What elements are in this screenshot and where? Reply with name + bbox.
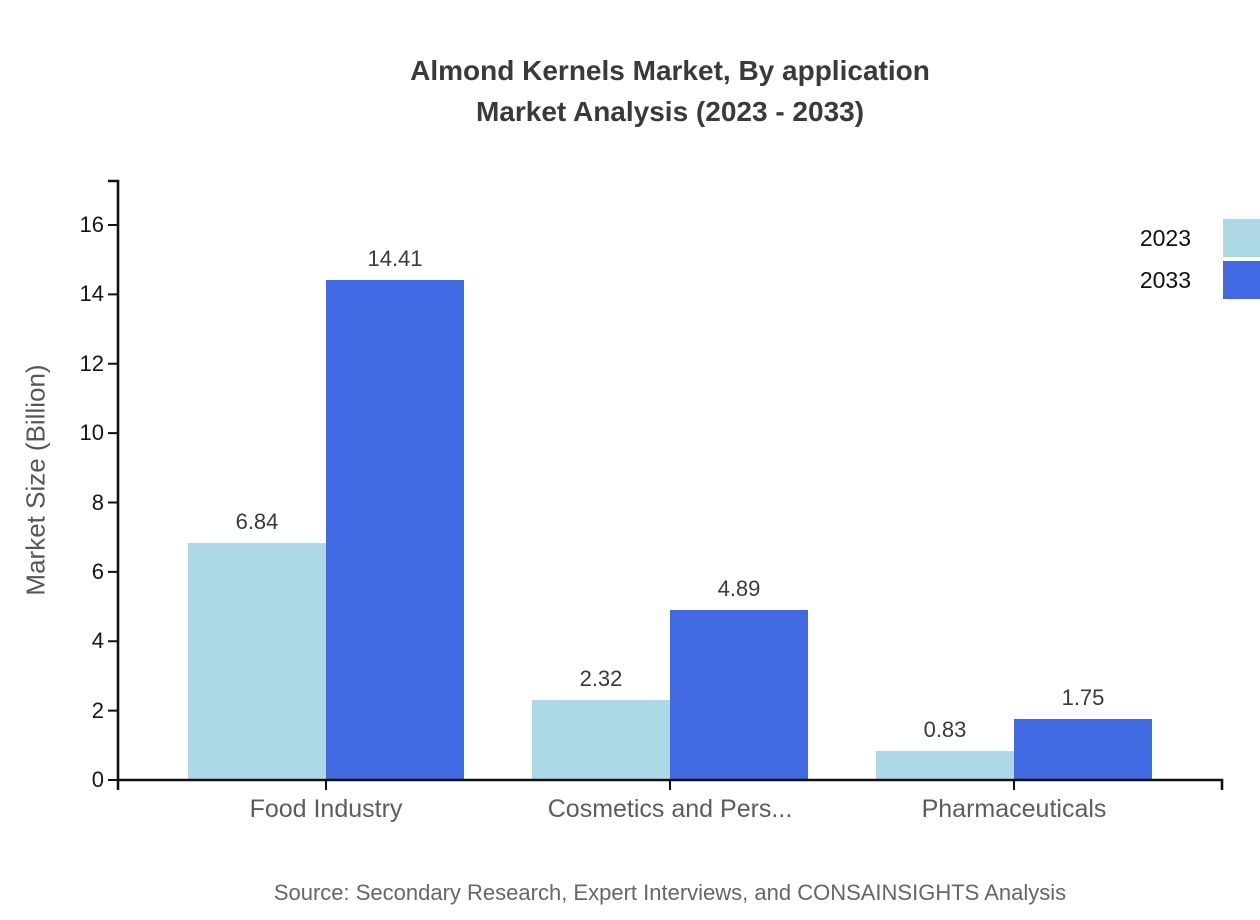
bar-2033-food-industry: [326, 280, 464, 780]
legend-item-2023: 2023: [1140, 219, 1260, 257]
source-note: Source: Secondary Research, Expert Inter…: [273, 880, 1067, 905]
legend-label-2033: 2033: [1139, 266, 1191, 293]
bar-value-label-2023-pharmaceuticals: 0.83: [923, 717, 967, 743]
legend: 2023 2033: [1140, 219, 1260, 299]
y-tick-label-2: 2: [91, 697, 104, 723]
y-tick-label-4: 4: [91, 628, 104, 654]
y-tick-label-14: 14: [79, 281, 104, 307]
bar-value-label-2023-cosmetics-and-pers: 2.32: [579, 665, 623, 691]
y-tick-label-8: 8: [91, 489, 104, 515]
bar-2033-cosmetics-and-pers: [670, 610, 808, 780]
bar-value-label-2033-cosmetics-and-pers: 4.89: [717, 576, 761, 602]
category-label-cosmetics-and-pers: Cosmetics and Pers...: [547, 795, 793, 823]
legend-swatch-2033: [1223, 261, 1260, 299]
bar-2023-pharmaceuticals: [876, 751, 1014, 780]
legend-label-2023: 2023: [1139, 224, 1191, 251]
y-tick-label-12: 12: [79, 350, 104, 376]
bar-value-label-2033-pharmaceuticals: 1.75: [1061, 685, 1105, 711]
chart-title-line2: Market Analysis (2023 - 2033): [475, 96, 865, 127]
bar-2023-food-industry: [188, 542, 326, 780]
legend-item-2033: 2033: [1140, 261, 1260, 299]
bar-2023-cosmetics-and-pers: [532, 699, 670, 780]
y-tick-label-6: 6: [91, 558, 104, 584]
y-tick-label-10: 10: [79, 420, 104, 446]
bar-value-label-2023-food-industry: 6.84: [235, 508, 279, 534]
bar-value-label-2033-food-industry: 14.41: [367, 246, 423, 272]
chart-title: Almond Kernels Market, By application Ma…: [118, 50, 1222, 132]
legend-swatch-2023: [1223, 219, 1260, 257]
category-label-pharmaceuticals: Pharmaceuticals: [921, 795, 1107, 823]
y-tick-label-16: 16: [79, 212, 104, 237]
bar-2033-pharmaceuticals: [1014, 719, 1152, 780]
category-label-food-industry: Food Industry: [249, 795, 403, 823]
y-tick-label-0: 0: [91, 767, 104, 792]
chart-title-line1: Almond Kernels Market, By application: [410, 55, 930, 86]
